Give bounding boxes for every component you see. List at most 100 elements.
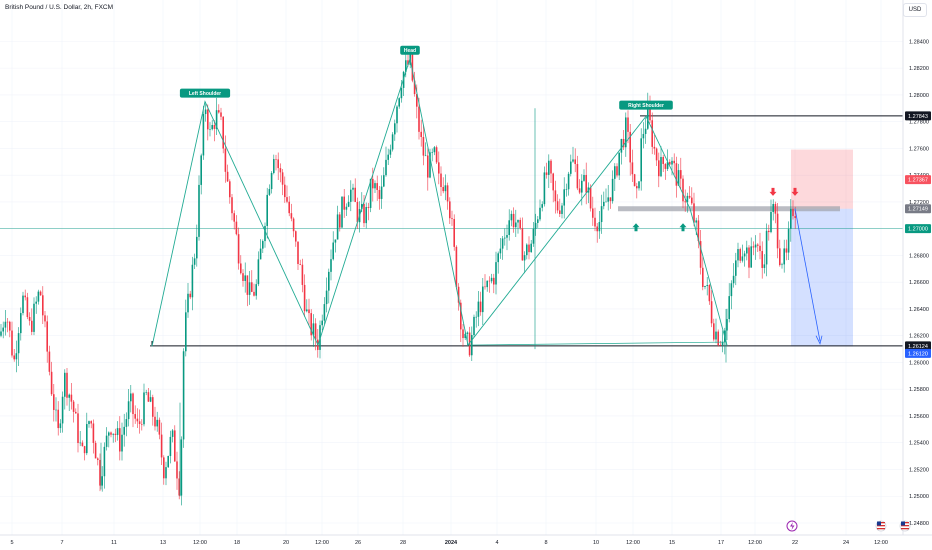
- candle-body: [675, 163, 678, 186]
- candle-body: [339, 214, 341, 228]
- candle-body: [262, 241, 264, 249]
- candle-body: [224, 148, 227, 172]
- candle-body: [134, 414, 136, 419]
- candle-body: [468, 332, 471, 356]
- candle-body: [651, 120, 653, 147]
- candle-body: [59, 423, 62, 429]
- x-tick-label: 10: [593, 540, 599, 546]
- candle-body: [380, 186, 383, 199]
- candle-body: [548, 160, 550, 175]
- candle-body: [477, 301, 480, 317]
- candle-body: [567, 173, 570, 190]
- x-tick-label: 12:00: [626, 540, 640, 546]
- stop-loss-zone[interactable]: [791, 149, 853, 209]
- projection-arrow[interactable]: [794, 208, 821, 342]
- candle-body: [163, 457, 165, 479]
- candle-body: [266, 194, 268, 226]
- buy-signal-arrow-icon[interactable]: [632, 223, 640, 232]
- candle-body: [222, 116, 224, 149]
- currency-button[interactable]: USD: [903, 3, 927, 17]
- candle-body: [642, 133, 645, 139]
- candle-body: [407, 60, 409, 65]
- head-and-shoulders-zigzag[interactable]: [151, 56, 728, 347]
- y-tick-label: 1.25600: [909, 414, 929, 420]
- candle-body: [286, 197, 288, 202]
- candle-body: [75, 411, 77, 414]
- price-axis[interactable]: 1.284001.282001.280001.278001.276001.274…: [902, 0, 929, 535]
- resistance-zone[interactable]: [618, 206, 840, 212]
- candle-body: [202, 114, 205, 156]
- candle-body: [785, 248, 788, 253]
- position-zones[interactable]: [791, 149, 853, 347]
- candle-body: [669, 161, 671, 165]
- candle-body: [158, 419, 161, 435]
- candle-body: [374, 183, 376, 189]
- candle-body: [6, 321, 9, 323]
- head-label-bg: [400, 45, 420, 55]
- candle-body: [519, 219, 521, 229]
- candle-body: [664, 163, 667, 169]
- candle-body: [748, 247, 750, 268]
- y-tick-label: 1.27200: [909, 200, 929, 206]
- price-badge: [905, 111, 931, 121]
- candle-body: [537, 219, 539, 223]
- candle-body: [684, 201, 686, 203]
- candle-body: [506, 234, 508, 238]
- candle-body: [185, 312, 187, 352]
- candle-body: [710, 301, 713, 324]
- candle-body: [68, 394, 70, 398]
- candle-body: [295, 231, 297, 242]
- sell-signal-arrow-icon[interactable]: [769, 187, 777, 196]
- candle-body: [455, 246, 458, 287]
- event-icons[interactable]: [786, 520, 911, 532]
- candle-body: [752, 246, 755, 248]
- candle-body: [314, 323, 317, 340]
- time-axis[interactable]: 5 7 11 13 12:00 18 20 12:00 26 28 2024 4 8 10 12:00 15 1…: [0, 534, 932, 546]
- candle-body: [378, 189, 381, 199]
- y-tick-label: 1.24800: [909, 521, 929, 527]
- candle-body: [365, 207, 367, 224]
- candle-body: [559, 210, 561, 214]
- candlesticks: [0, 46, 796, 506]
- candle-body: [717, 331, 719, 346]
- candle-body: [479, 301, 482, 313]
- candle-body: [235, 221, 238, 235]
- candle-body: [662, 157, 664, 164]
- us-flag-icon-canton: [877, 521, 881, 526]
- candle-body: [422, 136, 425, 156]
- candle-body: [255, 284, 257, 296]
- candle-body: [209, 129, 211, 130]
- right-shoulder-label-bg: [619, 100, 673, 110]
- buy-signal-arrow-icon[interactable]: [679, 223, 687, 232]
- price-levels[interactable]: [0, 115, 903, 347]
- candle-body: [116, 428, 119, 435]
- candle-body: [490, 277, 493, 282]
- candle-body: [154, 416, 156, 427]
- candle-body: [543, 172, 546, 205]
- signal-markers[interactable]: [632, 187, 799, 232]
- candle-body: [671, 160, 673, 165]
- candle-body: [105, 435, 108, 447]
- head-and-shoulders-pattern[interactable]: [151, 56, 823, 347]
- candle-body: [213, 125, 216, 129]
- candle-body: [649, 105, 651, 121]
- candle-body: [435, 147, 438, 163]
- candle-body: [462, 329, 464, 339]
- take-profit-zone[interactable]: [791, 208, 853, 347]
- candle-body: [429, 152, 431, 178]
- sell-signal-arrow-icon[interactable]: [791, 187, 799, 196]
- x-tick-label: 12:00: [748, 540, 762, 546]
- price-badges: 1.27843 1.27367 1.27149 1.27000 1.261241.261…: [905, 111, 931, 358]
- candle-body: [728, 296, 730, 320]
- candle-body: [53, 394, 55, 410]
- candle-body: [121, 434, 123, 452]
- candle-body: [26, 297, 29, 318]
- candle-body: [743, 253, 746, 257]
- candle-body: [585, 174, 587, 193]
- candle-body: [369, 178, 372, 208]
- candle-body: [596, 226, 598, 232]
- candle-body: [757, 244, 759, 246]
- candle-body: [37, 291, 40, 302]
- candle-body: [539, 207, 541, 220]
